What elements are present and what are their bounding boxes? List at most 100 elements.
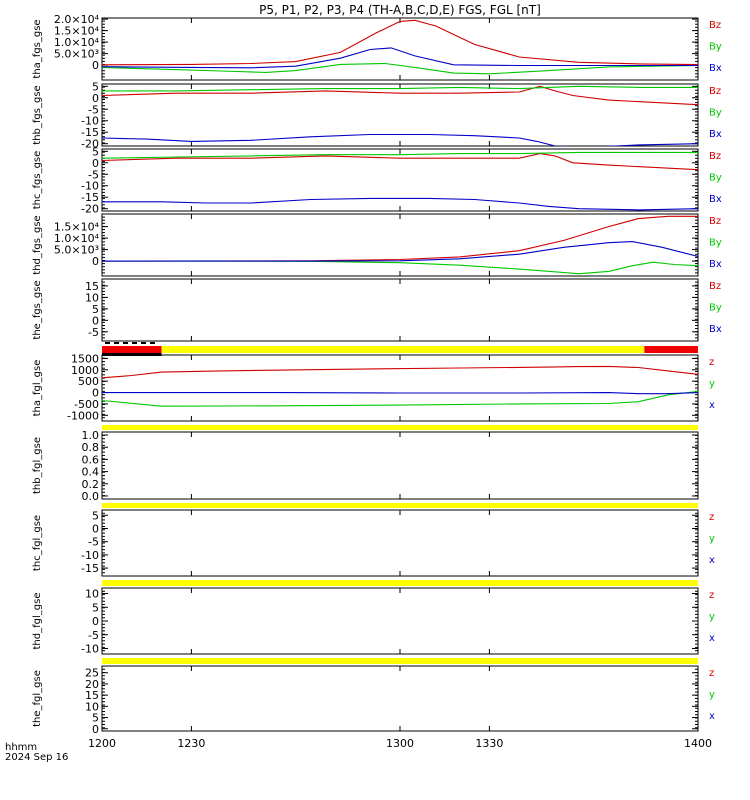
series-tha_fgs_gse-Bx [102,47,698,69]
ytick-label: 0 [92,314,99,327]
panel-frame [101,354,699,422]
ytick-label: 0 [92,615,99,628]
ytick-label: 0 [92,157,99,170]
ytick-label: 1.0 [82,429,100,442]
status-segment [161,346,645,353]
legend-By: By [709,42,722,53]
series-thc_fgs_gse-Bz [102,153,698,171]
status-dash [123,342,128,344]
panel-thc_fgs_gse: 50-5-10-15-20 thc_fgs_gse Bz By Bx [32,145,722,215]
ytick-label: 0 [92,723,99,736]
series-thc_fgs_gse-Bx [102,197,698,211]
ytick-label: -10 [81,180,99,193]
legend-x: x [709,711,715,722]
legend-Bx: Bx [709,63,722,74]
legend-y: y [709,534,715,545]
legend-y: y [709,379,715,390]
legend-Bx: Bx [709,129,722,140]
xtick-label: 1230 [177,737,205,750]
ytick-label: -1000 [67,409,99,422]
ytick-label: 10 [85,700,99,713]
ytick-label: -5 [88,629,99,642]
ytick-label: 15 [85,280,99,293]
ytick-label: 5 [92,303,99,316]
ytick-label: 0.4 [82,466,100,479]
ytick-label: 500 [78,375,99,388]
legend-Bx: Bx [709,324,722,335]
ytick-label: 5 [92,509,99,522]
series-tha_fgl_gse-z [102,365,698,379]
ylabel-tha_fgl_gse: tha_fgl_gse [32,360,43,417]
ytick-label: 1.0×10⁴ [54,36,100,49]
status-bar-2 [102,503,698,508]
legend-By: By [709,303,722,314]
ytick-label: 5 [92,712,99,725]
status-underline [102,353,162,356]
ylabel-thc_fgs_gse: thc_fgs_gse [32,151,43,210]
legend-Bx: Bx [709,194,722,205]
panel-frame [101,213,699,277]
status-segment [102,503,698,508]
status-dash [114,342,119,344]
time-axis-label: hhmm [5,742,37,753]
panel-thb_fgl_gse: 1.00.80.60.40.20.0 thb_fgl_gse [32,429,699,503]
status-bar-4 [102,658,698,664]
status-segment [644,346,698,353]
ylabel-thd_fgs_gse: thd_fgs_gse [32,215,43,274]
status-bar-1 [102,425,698,430]
series-thd_fgs_gse-Bx [102,241,698,262]
plot-title: P5, P1, P2, P3, P4 (TH-A,B,C,D,E) FGS, F… [259,3,541,17]
legend-x: x [709,633,715,644]
legend-Bz: Bz [709,151,721,162]
legend-Bz: Bz [709,20,721,31]
ylabel-tha_fgs_gse: tha_fgs_gse [32,19,43,78]
status-segment [102,346,162,353]
ytick-label: 0 [92,59,99,72]
ytick-label: -500 [74,398,99,411]
ytick-label: 5.0×10³ [54,244,99,257]
panel-frame [101,278,699,342]
x-tick-labels: 1200 1230 1300 1330 1400 [88,737,712,750]
ylabel-thd_fgl_gse: thd_fgl_gse [32,593,43,650]
legend-z: z [709,590,714,601]
status-segment [102,658,698,664]
ytick-label: -5 [88,103,99,116]
ytick-label: 2.0×10⁴ [54,13,100,26]
status-bar-3 [102,580,698,586]
ytick-label: 1.0×10⁴ [54,232,100,245]
ytick-label: 0 [92,522,99,535]
status-dash [141,342,146,344]
ylabel-thb_fgl_gse: thb_fgl_gse [32,437,43,494]
ytick-label: -15 [81,191,99,204]
ytick-label: 15 [85,689,99,702]
status-dash [105,342,110,344]
status-dash [150,342,155,344]
ytick-label: -10 [81,643,99,656]
ytick-label: 5 [92,145,99,158]
ytick-label: 0 [92,92,99,105]
panel-thc_fgl_gse: 50-5-10-15 thc_fgl_gse zyx [32,509,715,577]
panel-thb_fgs_gse: 50-5-10-15-20 thb_fgs_gse Bz By Bx [32,80,722,150]
legend-y: y [709,690,715,701]
ylabel-the_fgl_gse: the_fgl_gse [32,670,43,727]
series-thb_fgs_gse-Bz [102,85,698,106]
ytick-label: -15 [81,562,99,575]
legend-z: z [709,512,714,523]
ytick-label: 5.0×10³ [54,48,99,61]
panel-frame [101,431,699,500]
ytick-label: 1000 [71,364,99,377]
status-segment [102,580,698,586]
legend-z: z [709,357,714,368]
series-tha_fgs_gse-Bz [102,19,698,66]
ytick-label: -5 [88,168,99,181]
ytick-label: -5 [88,326,99,339]
legend-x: x [709,555,715,566]
xtick-label: 1400 [684,737,712,750]
ytick-label: 0.6 [82,453,100,466]
legend-By: By [709,108,722,119]
